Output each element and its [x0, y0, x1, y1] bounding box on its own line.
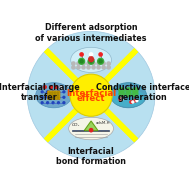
- Circle shape: [88, 58, 94, 64]
- Circle shape: [57, 96, 59, 98]
- Circle shape: [82, 62, 85, 65]
- Circle shape: [97, 62, 100, 65]
- Circle shape: [41, 96, 43, 98]
- Circle shape: [49, 94, 50, 96]
- Text: Interfacial charge
transfer: Interfacial charge transfer: [0, 83, 80, 102]
- Circle shape: [79, 58, 84, 64]
- Circle shape: [57, 92, 59, 94]
- Circle shape: [52, 92, 53, 94]
- Circle shape: [87, 62, 90, 65]
- Text: effect: effect: [77, 94, 105, 103]
- Circle shape: [99, 60, 102, 63]
- Circle shape: [132, 88, 138, 93]
- Circle shape: [99, 53, 102, 56]
- Circle shape: [89, 53, 93, 56]
- Circle shape: [54, 92, 56, 94]
- Circle shape: [57, 102, 59, 104]
- Circle shape: [47, 96, 49, 98]
- Circle shape: [132, 91, 138, 97]
- Circle shape: [92, 62, 95, 65]
- Ellipse shape: [110, 83, 146, 108]
- Circle shape: [119, 88, 124, 93]
- Circle shape: [52, 94, 53, 96]
- Circle shape: [77, 62, 80, 65]
- Circle shape: [107, 66, 110, 69]
- Ellipse shape: [69, 117, 114, 140]
- Circle shape: [57, 91, 59, 93]
- Circle shape: [97, 66, 100, 69]
- Circle shape: [47, 91, 49, 93]
- Circle shape: [41, 102, 43, 104]
- Circle shape: [80, 60, 83, 63]
- Circle shape: [52, 91, 54, 93]
- Circle shape: [54, 94, 56, 96]
- FancyBboxPatch shape: [47, 91, 60, 100]
- Circle shape: [63, 91, 65, 93]
- Circle shape: [77, 66, 80, 69]
- Text: Different adsorption
of various intermediates: Different adsorption of various intermed…: [35, 23, 147, 43]
- Circle shape: [107, 62, 110, 65]
- Circle shape: [89, 129, 93, 132]
- Circle shape: [92, 66, 95, 69]
- Circle shape: [102, 62, 105, 65]
- Circle shape: [52, 102, 54, 104]
- Circle shape: [136, 100, 138, 102]
- Ellipse shape: [112, 89, 145, 107]
- Circle shape: [52, 97, 53, 98]
- Circle shape: [102, 66, 105, 69]
- Circle shape: [70, 74, 112, 116]
- Circle shape: [49, 97, 50, 98]
- Circle shape: [55, 86, 58, 88]
- Circle shape: [52, 96, 54, 98]
- Circle shape: [89, 60, 93, 63]
- Circle shape: [27, 31, 155, 159]
- Circle shape: [82, 66, 85, 69]
- Circle shape: [89, 57, 94, 62]
- Circle shape: [130, 101, 132, 103]
- Ellipse shape: [71, 47, 112, 72]
- Circle shape: [50, 86, 52, 88]
- Circle shape: [119, 91, 124, 97]
- Circle shape: [63, 102, 65, 104]
- Circle shape: [72, 62, 75, 65]
- Circle shape: [87, 66, 90, 69]
- Circle shape: [119, 98, 122, 101]
- Text: Interfacial
bond formation: Interfacial bond formation: [56, 146, 126, 166]
- Circle shape: [132, 101, 134, 103]
- Circle shape: [41, 91, 43, 93]
- Circle shape: [63, 96, 65, 98]
- Circle shape: [72, 66, 75, 69]
- Circle shape: [54, 97, 56, 98]
- Text: CO₂: CO₂: [72, 123, 80, 127]
- Circle shape: [49, 92, 50, 94]
- Circle shape: [126, 91, 131, 97]
- Polygon shape: [84, 121, 98, 131]
- Circle shape: [126, 88, 131, 93]
- Circle shape: [43, 86, 46, 88]
- Circle shape: [134, 99, 137, 102]
- Circle shape: [47, 102, 49, 104]
- Circle shape: [80, 53, 83, 56]
- Circle shape: [60, 87, 62, 89]
- Circle shape: [121, 98, 123, 100]
- Text: Interfacial: Interfacial: [66, 89, 116, 98]
- Text: Conductive interface
generation: Conductive interface generation: [96, 83, 189, 102]
- Text: adsM-H: adsM-H: [96, 122, 111, 125]
- Ellipse shape: [36, 83, 72, 108]
- Circle shape: [57, 97, 59, 98]
- Circle shape: [98, 58, 104, 64]
- Circle shape: [57, 94, 59, 96]
